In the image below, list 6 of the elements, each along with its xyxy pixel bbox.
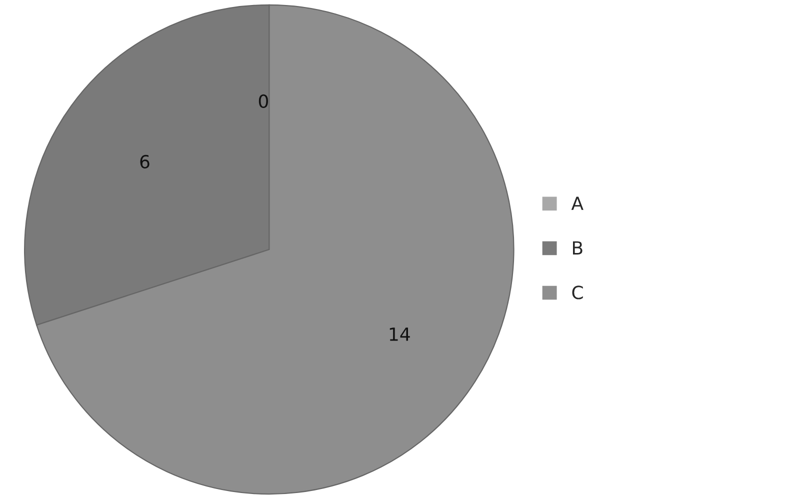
data-label: 14 bbox=[390, 328, 410, 341]
data-label: 6 bbox=[140, 154, 150, 168]
legend-label: B bbox=[573, 241, 582, 254]
legend-label: A bbox=[571, 196, 584, 210]
legend-label: C bbox=[572, 286, 583, 300]
text: 0 bbox=[258, 94, 268, 108]
